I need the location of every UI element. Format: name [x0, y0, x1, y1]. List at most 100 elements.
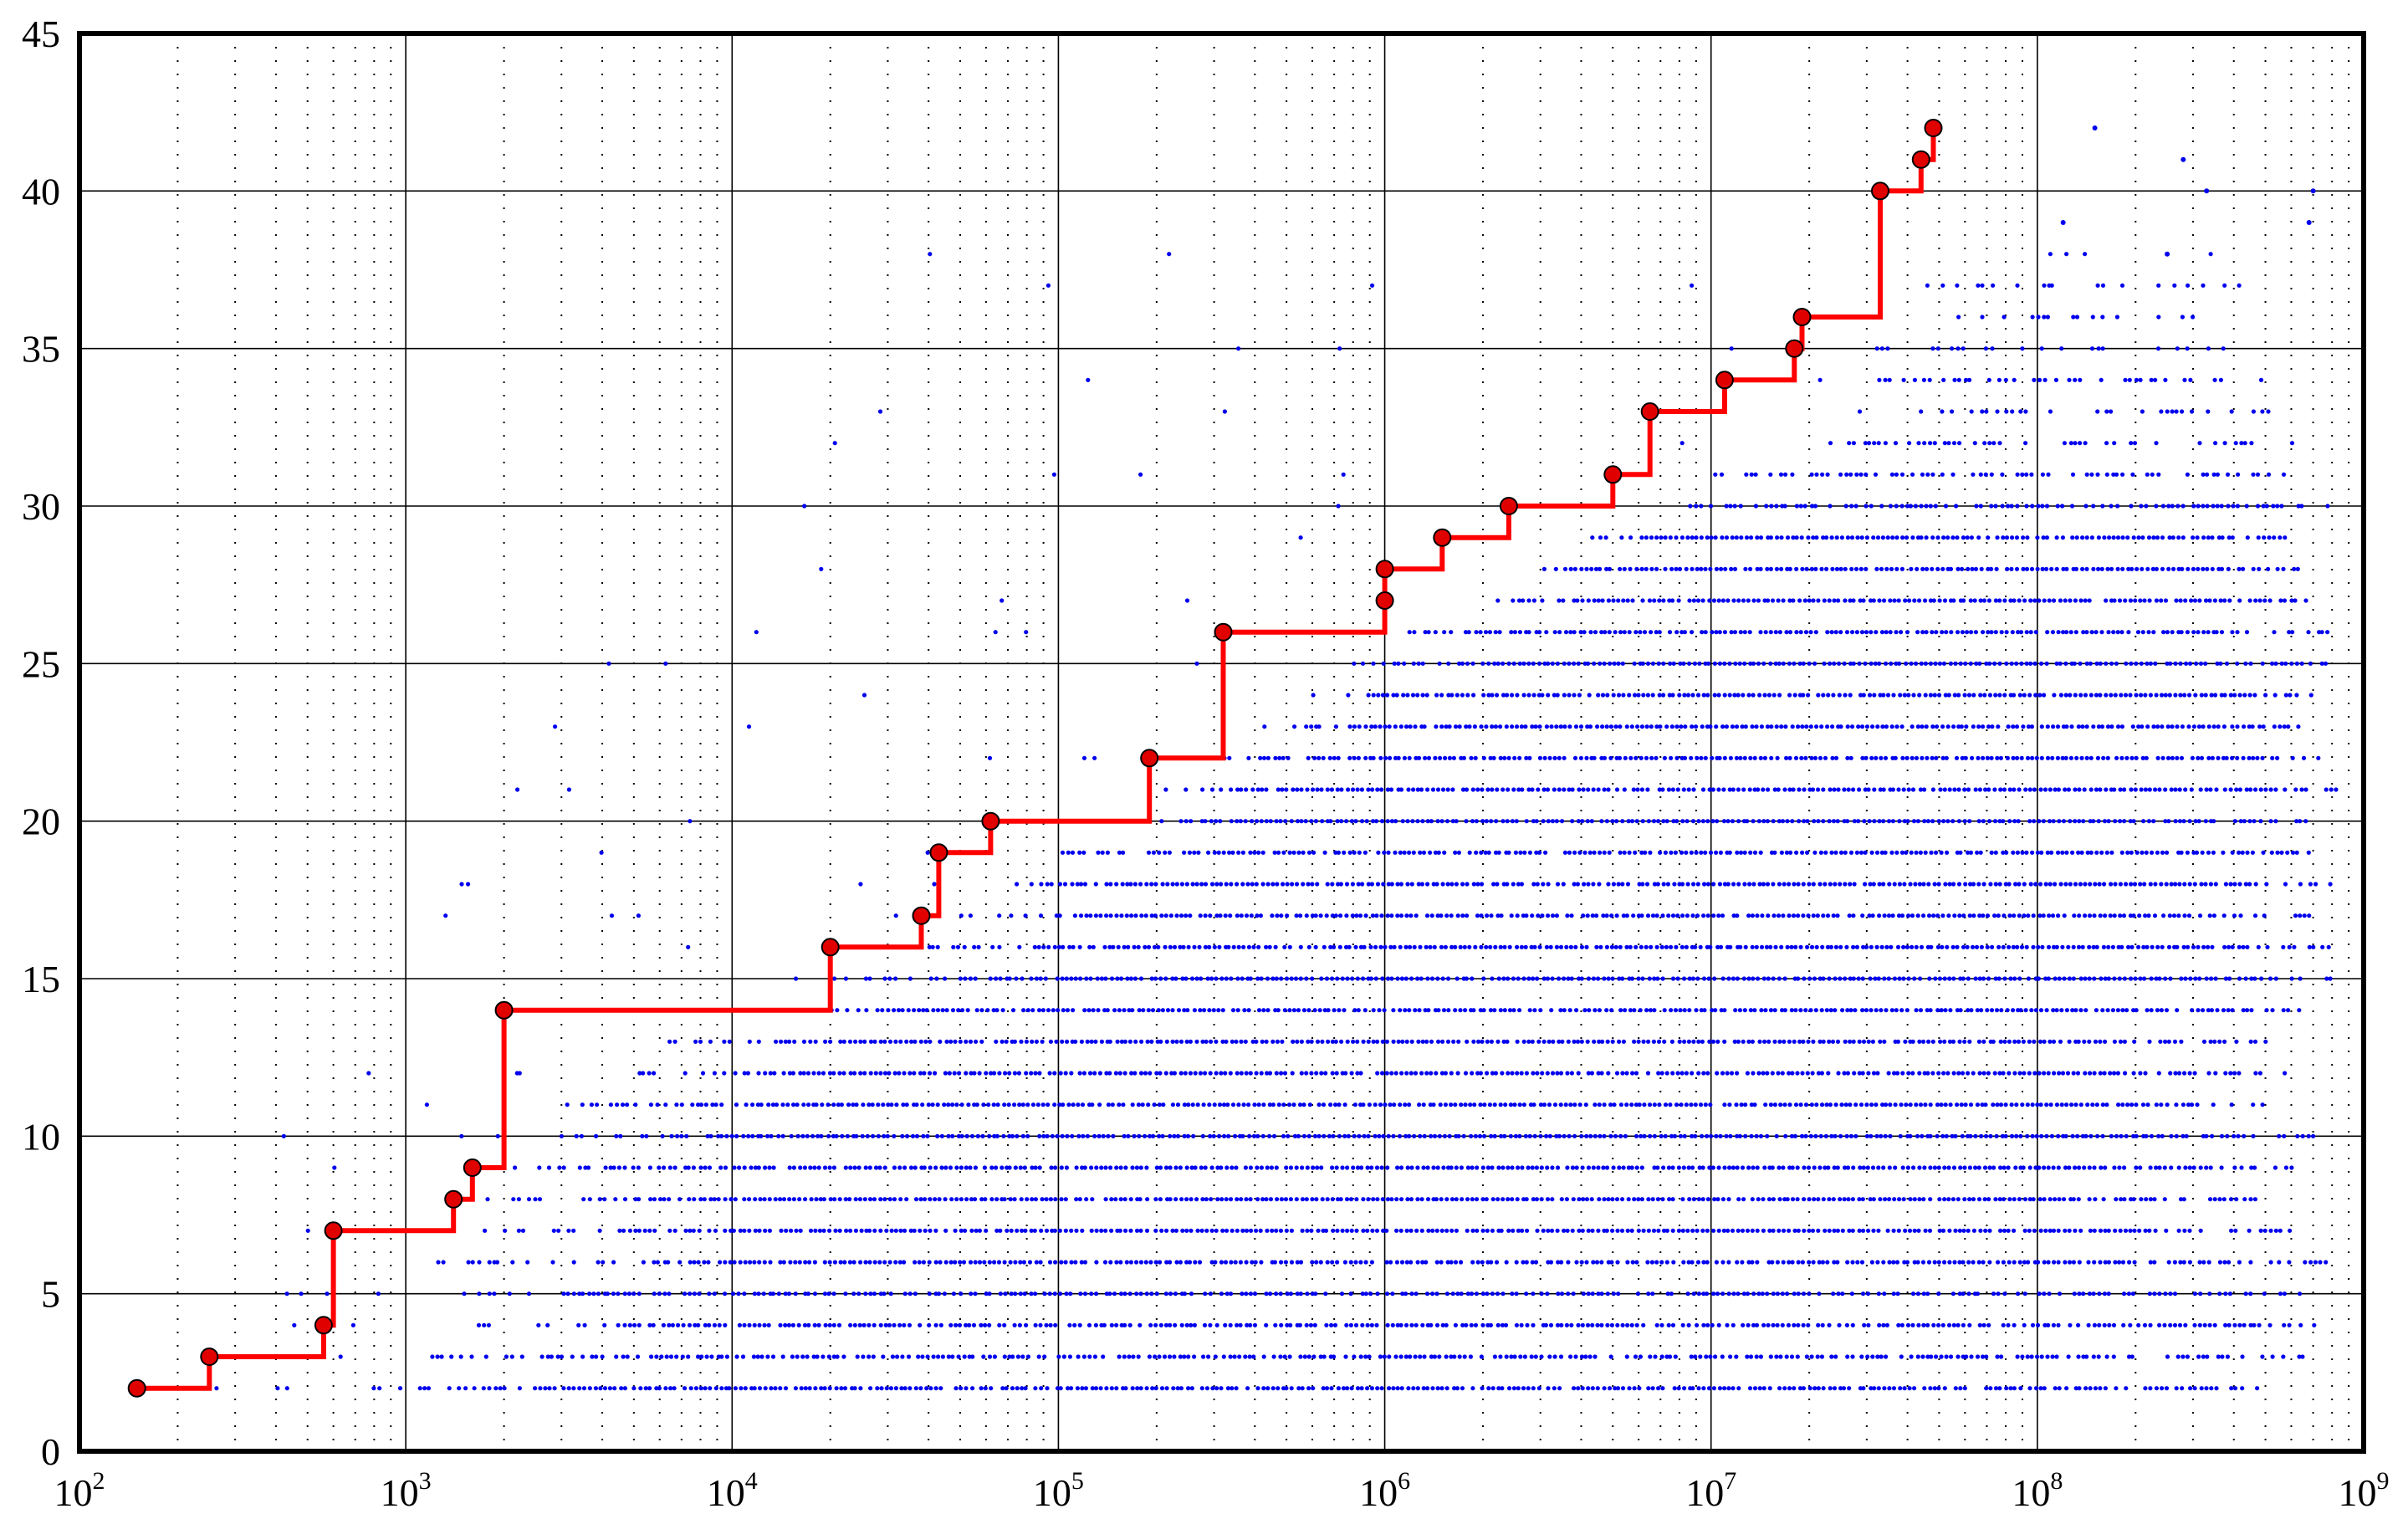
scatter-point: [1456, 1039, 1461, 1044]
scatter-point: [1090, 1386, 1095, 1391]
scatter-point: [766, 1102, 771, 1107]
scatter-point: [1777, 1228, 1782, 1233]
scatter-point: [1281, 882, 1286, 887]
scatter-point: [2029, 1008, 2034, 1013]
scatter-point: [1069, 1228, 1074, 1233]
scatter-point: [1923, 1102, 1928, 1107]
scatter-point: [1931, 913, 1936, 918]
scatter-point: [2187, 1071, 2192, 1076]
scatter-point: [1151, 1133, 1156, 1138]
scatter-point: [1662, 1039, 1667, 1044]
scatter-point: [1848, 1008, 1853, 1013]
scatter-point: [693, 1322, 698, 1327]
scatter-point: [470, 1260, 475, 1265]
scatter-point: [1025, 1354, 1030, 1359]
scatter-point: [1886, 1071, 1891, 1076]
scatter-point: [1473, 1322, 1479, 1327]
scatter-point: [1559, 1291, 1565, 1297]
scatter-point: [1398, 1102, 1403, 1107]
scatter-point: [1061, 1354, 1066, 1359]
scatter-point: [863, 976, 868, 981]
scatter-point: [1424, 944, 1429, 949]
scatter-point: [1511, 1008, 1516, 1013]
scatter-point: [2297, 1354, 2302, 1359]
scatter-point: [1399, 1386, 1404, 1391]
scatter-point: [1868, 882, 1873, 887]
scatter-point: [759, 1133, 764, 1138]
scatter-point: [2185, 1354, 2190, 1359]
scatter-point: [1136, 944, 1141, 949]
scatter-point: [663, 1386, 668, 1391]
scatter-point: [2172, 1039, 2178, 1044]
scatter-point: [1848, 1039, 1853, 1044]
scatter-point: [1050, 1228, 1055, 1233]
scatter-point: [1605, 1039, 1610, 1044]
scatter-point: [902, 1260, 907, 1265]
scatter-point: [1475, 913, 1480, 918]
scatter-point: [1560, 1039, 1565, 1044]
scatter-point: [1513, 850, 1518, 855]
scatter-point: [1636, 913, 1641, 918]
scatter-point: [2131, 1008, 2136, 1013]
scatter-point: [2153, 882, 2158, 887]
scatter-point: [2004, 1386, 2009, 1391]
scatter-point: [1731, 1322, 1736, 1327]
scatter-point: [1821, 1039, 1826, 1044]
scatter-point: [844, 1228, 849, 1233]
scatter-point: [1514, 1322, 1519, 1327]
scatter-point: [1990, 944, 1995, 949]
scatter-point: [1647, 976, 1652, 981]
scatter-point: [878, 1039, 883, 1044]
scatter-point: [1716, 1322, 1721, 1327]
scatter-point: [1464, 1322, 1469, 1327]
scatter-point: [1111, 944, 1116, 949]
scatter-point: [1552, 1354, 1557, 1359]
scatter-point: [920, 1354, 925, 1359]
scatter-point: [810, 1133, 815, 1138]
scatter-point: [1463, 1008, 1468, 1013]
scatter-point: [1975, 1102, 1980, 1107]
scatter-point: [778, 1260, 783, 1265]
scatter-point: [1409, 1291, 1414, 1297]
scatter-point: [1403, 1322, 1409, 1327]
scatter-point: [1712, 1197, 1717, 1202]
scatter-point: [1471, 1039, 1476, 1044]
scatter-point: [2237, 944, 2242, 949]
scatter-point: [1122, 1291, 1127, 1297]
scatter-point: [1802, 1228, 1807, 1233]
scatter-point: [1122, 1354, 1127, 1359]
scatter-point: [1512, 1102, 1517, 1107]
scatter-point: [1221, 1354, 1226, 1359]
scatter-point: [851, 1260, 856, 1265]
scatter-point: [1987, 1228, 1992, 1233]
scatter-point: [2073, 1102, 2078, 1107]
scatter-point: [1252, 1291, 1258, 1297]
scatter-point: [1554, 1133, 1559, 1138]
scatter-point: [2112, 1165, 2117, 1170]
scatter-point: [1517, 1102, 1522, 1107]
scatter-point: [1926, 882, 1931, 887]
scatter-point: [1890, 913, 1895, 918]
scatter-point: [2031, 1197, 2036, 1202]
scatter-point: [1945, 944, 1950, 949]
scatter-point: [895, 1354, 900, 1359]
scatter-point: [796, 1322, 801, 1327]
scatter-point: [1640, 882, 1645, 887]
scatter-point: [897, 1165, 902, 1170]
scatter-point: [1247, 1354, 1252, 1359]
scatter-point: [1158, 1260, 1163, 1265]
scatter-point: [1228, 1071, 1233, 1076]
scatter-point: [1564, 1197, 1569, 1202]
scatter-point: [1248, 1197, 1253, 1202]
scatter-point: [1443, 944, 1448, 949]
scatter-point: [944, 1008, 949, 1013]
scatter-point: [1936, 1260, 1941, 1265]
scatter-point: [1117, 1102, 1122, 1107]
scatter-point: [1604, 1228, 1609, 1233]
scatter-point: [883, 1322, 888, 1327]
scatter-point: [1173, 1322, 1178, 1327]
scatter-point: [1811, 1039, 1816, 1044]
scatter-point: [2120, 1102, 2125, 1107]
scatter-point: [2157, 976, 2162, 981]
scatter-point: [1008, 1197, 1013, 1202]
